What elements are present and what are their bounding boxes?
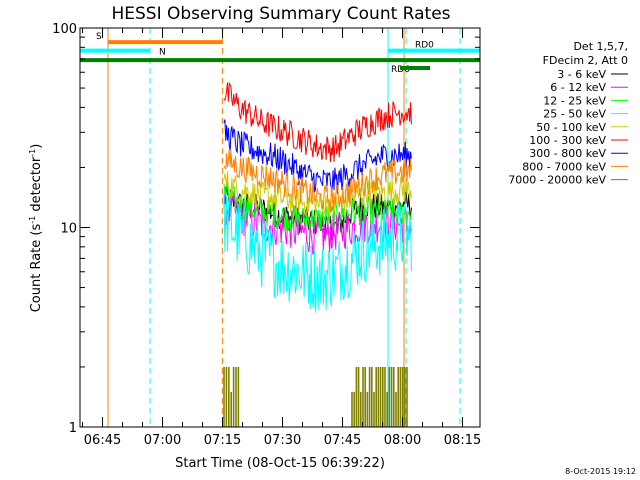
x-tick-label-3: 07:30 — [264, 433, 301, 448]
timestamp: 8-Oct-2015 19:12 — [565, 467, 636, 476]
y-tick-label-0: 1 — [69, 421, 77, 436]
series-5 — [223, 81, 412, 163]
y-label-sup-2: -1 — [28, 149, 37, 157]
series-6 — [223, 119, 412, 194]
x-axis-label: Start Time (08-Oct-15 06:39:22) — [175, 456, 385, 471]
x-tick-label-1: 07:00 — [144, 433, 181, 448]
flag-label-s: S — [96, 32, 102, 42]
series-4-line — [223, 171, 412, 219]
legend-label-3: 25 - 50 keV — [543, 108, 606, 121]
series-3 — [223, 188, 412, 313]
legend-label-8: 7000 - 20000 keV — [508, 174, 606, 187]
y-label-main: Count Rate (s — [29, 224, 44, 313]
flag-bars: S N RD0 RD6 — [80, 32, 480, 75]
x-tick-label-2: 07:15 — [204, 433, 241, 448]
series-7-line — [223, 149, 412, 212]
series-8 — [223, 366, 408, 427]
legend-label-6: 300 - 800 keV — [529, 147, 606, 160]
legend-label-2: 12 - 25 keV — [543, 94, 606, 107]
legend-label-7: 800 - 7000 keV — [522, 160, 606, 173]
series-6-line — [223, 119, 412, 194]
y-label-mid: detector — [29, 156, 44, 216]
legend-label-0: 3 - 6 keV — [557, 68, 606, 81]
x-tick-label-4: 07:45 — [324, 433, 361, 448]
legend-label-1: 6 - 12 keV — [550, 81, 606, 94]
y-tick-label-2: 100 — [52, 22, 77, 37]
legend-header-2: FDecim 2, Att 0 — [543, 54, 628, 67]
series-lines — [223, 81, 412, 427]
axis-ticks: 06:45 07:00 07:15 07:30 07:45 08:00 08:15 1 10 10… — [52, 22, 481, 448]
legend-label-4: 50 - 100 keV — [536, 121, 606, 134]
series-3-line — [223, 188, 412, 313]
y-tick-label-1: 10 — [60, 222, 77, 237]
legend-label-5: 100 - 300 keV — [529, 134, 606, 147]
flag-label-rd0: RD0 — [415, 41, 434, 51]
x-tick-label-0: 06:45 — [84, 433, 121, 448]
x-tick-label-6: 08:15 — [444, 433, 481, 448]
series-5-line — [223, 81, 412, 163]
flag-label-n: N — [159, 48, 166, 58]
legend-header-1: Det 1,5,7, — [573, 40, 628, 53]
y-label-sup-1: -1 — [28, 216, 37, 224]
chart-title: HESSI Observing Summary Count Rates — [111, 4, 450, 24]
series-7 — [223, 149, 412, 212]
x-tick-label-5: 08:00 — [384, 433, 421, 448]
flag-label-rd6: RD6 — [391, 65, 410, 75]
series-4 — [223, 171, 412, 219]
y-axis-label: Count Rate (s-1 detector-1) — [28, 144, 44, 313]
y-label-end: ) — [29, 144, 44, 149]
